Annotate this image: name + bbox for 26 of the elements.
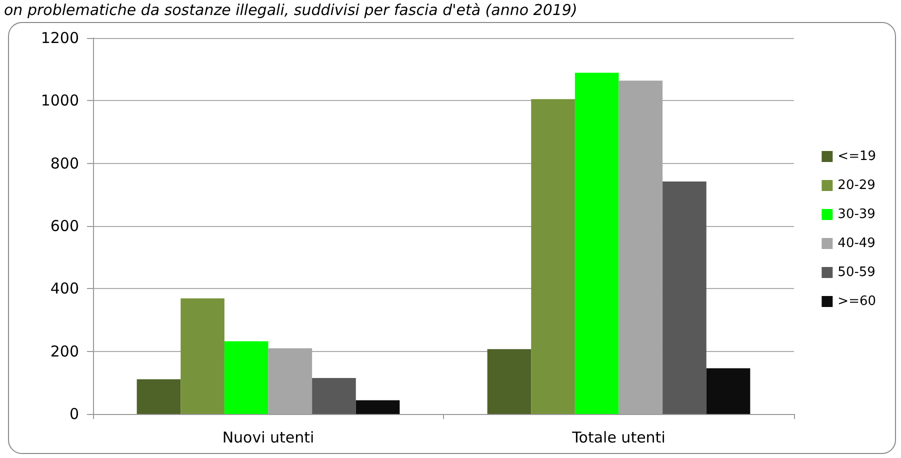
bar [487,349,532,414]
bar [356,400,400,414]
x-tick-label: Nuovi utenti [222,428,314,446]
bar [706,368,750,414]
y-tick-label: 1000 [40,92,79,110]
bar [662,182,706,414]
bar [574,72,619,414]
legend-label: 30-39 [838,207,876,222]
y-tick-label: 200 [50,342,79,360]
y-tick-label: 1200 [40,29,79,47]
bar [224,341,268,414]
y-tick-label: 600 [50,217,79,235]
y-tick-label: 0 [69,405,79,423]
legend-label: 40-49 [838,236,876,251]
legend-label: <=19 [838,149,876,164]
y-tick-label: 400 [50,280,79,298]
bar [136,379,181,414]
chart-title: on problematiche da sostanze illegali, suddivisi per fascia d'età (anno 2019) [4,1,578,19]
bar [531,99,575,414]
bar [180,298,224,414]
legend-label: 50-59 [838,265,876,280]
x-tick-label: Totale utenti [571,428,666,446]
y-tick-label: 800 [50,154,79,172]
legend-label: >=60 [838,294,876,309]
legend-label: 20-29 [838,178,876,193]
bar [312,378,356,414]
